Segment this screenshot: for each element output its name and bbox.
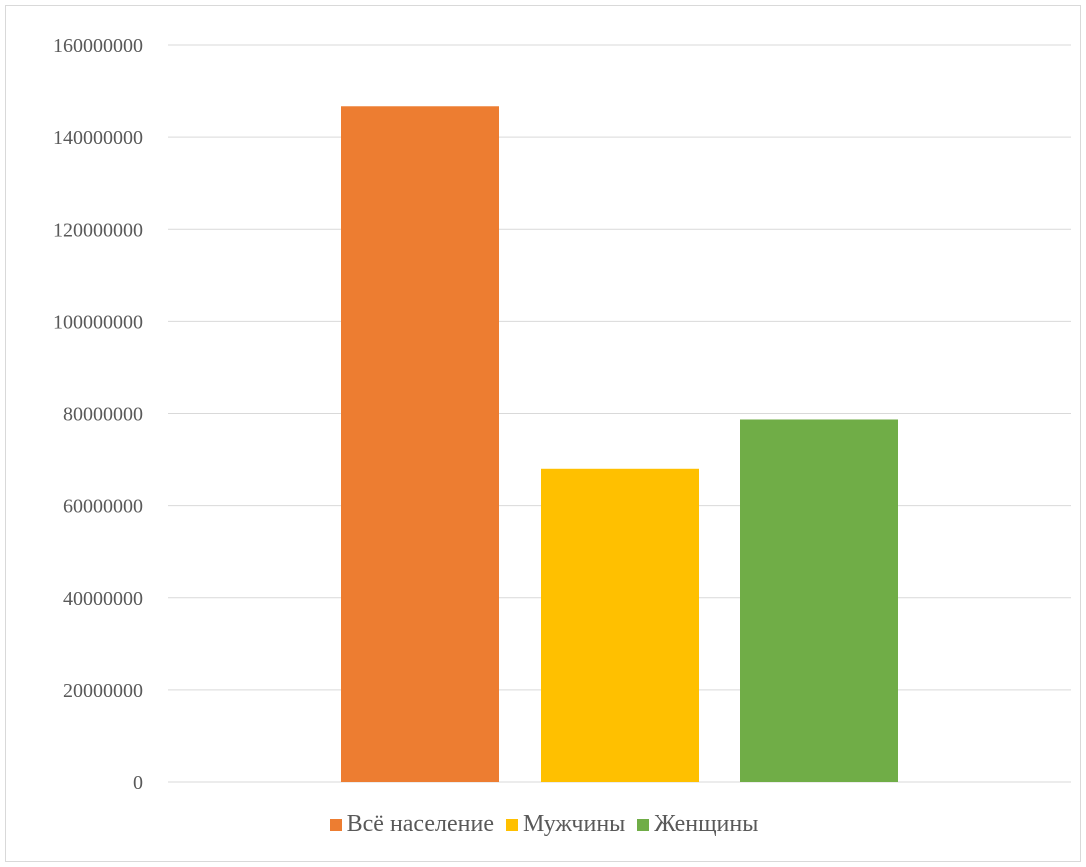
y-tick-label: 140000000 bbox=[53, 127, 143, 149]
y-tick-label: 120000000 bbox=[53, 219, 143, 241]
legend-item-all-population: Всё население bbox=[329, 811, 494, 838]
y-tick-label: 20000000 bbox=[63, 680, 143, 702]
legend-label-women: Женщины bbox=[654, 811, 759, 837]
legend-swatch-women bbox=[637, 818, 650, 831]
chart-frame: 0 20000000 40000000 60000000 80000000 1000000… bbox=[5, 5, 1081, 862]
legend-item-women: Женщины bbox=[637, 811, 758, 838]
y-tick-label: 0 bbox=[133, 772, 143, 794]
bars bbox=[341, 106, 898, 782]
legend-label-all-population: Всё население bbox=[346, 811, 494, 837]
legend-item-men: Мужчины bbox=[506, 811, 625, 838]
y-tick-label: 160000000 bbox=[53, 35, 143, 57]
y-tick-label: 80000000 bbox=[63, 404, 143, 426]
legend-swatch-all-population bbox=[329, 818, 342, 831]
gridlines bbox=[168, 44, 1071, 783]
y-axis-ticks: 0 20000000 40000000 60000000 80000000 1000000… bbox=[53, 35, 143, 794]
legend: Всё население Мужчины Женщины bbox=[6, 811, 1082, 838]
bar-chart: 0 20000000 40000000 60000000 80000000 1000000… bbox=[53, 35, 1071, 794]
legend-label-men: Мужчины bbox=[523, 811, 626, 837]
bar-2 bbox=[740, 419, 898, 782]
bar-0 bbox=[341, 106, 499, 782]
legend-swatch-men bbox=[506, 818, 518, 831]
bar-1 bbox=[541, 468, 699, 782]
y-tick-label: 60000000 bbox=[63, 496, 143, 518]
y-tick-label: 40000000 bbox=[63, 588, 143, 610]
y-tick-label: 100000000 bbox=[53, 311, 143, 333]
